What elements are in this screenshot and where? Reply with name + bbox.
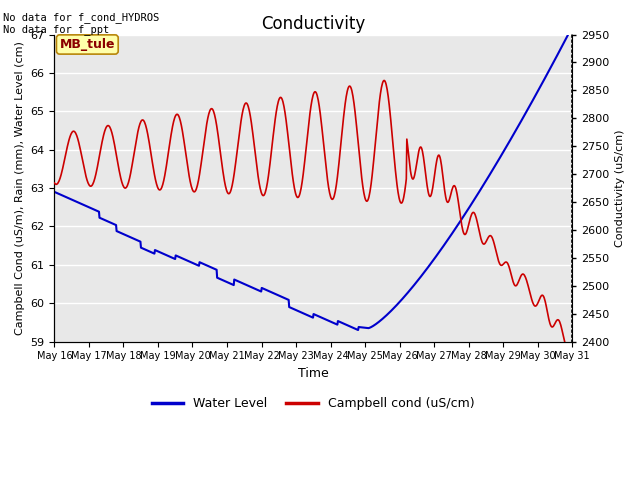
Text: MB_tule: MB_tule xyxy=(60,38,115,51)
Title: Conductivity: Conductivity xyxy=(261,15,365,33)
Y-axis label: Campbell Cond (uS/m), Rain (mm), Water Level (cm): Campbell Cond (uS/m), Rain (mm), Water L… xyxy=(15,41,25,335)
X-axis label: Time: Time xyxy=(298,367,329,380)
Legend: Water Level, Campbell cond (uS/cm): Water Level, Campbell cond (uS/cm) xyxy=(147,392,479,415)
Y-axis label: Conductivity (uS/cm): Conductivity (uS/cm) xyxy=(615,129,625,247)
Text: No data for f_cond_HYDROS
No data for f_ppt: No data for f_cond_HYDROS No data for f_… xyxy=(3,12,159,36)
